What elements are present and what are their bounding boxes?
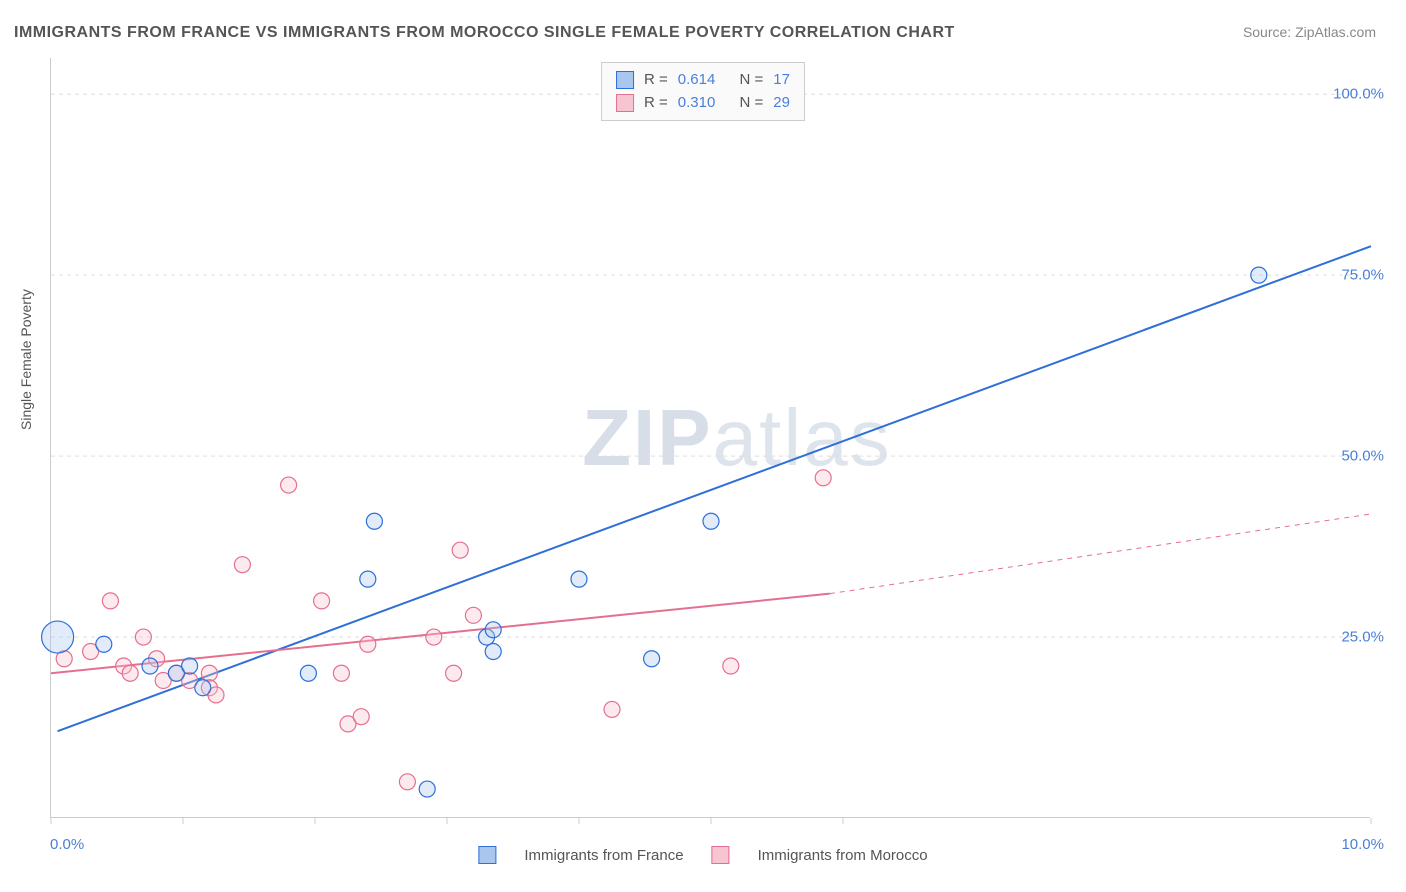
correlation-legend: R = 0.614 N = 17 R = 0.310 N = 29 (601, 62, 805, 121)
morocco-r-value: 0.310 (678, 92, 716, 115)
legend-label-france: Immigrants from France (524, 847, 683, 864)
r-label: R = (644, 92, 668, 115)
source-label: Source: (1243, 24, 1291, 40)
y-tick-label: 75.0% (1341, 267, 1384, 284)
x-tick-label: 0.0% (50, 836, 84, 853)
y-tick-label: 25.0% (1341, 629, 1384, 646)
morocco-n-value: 29 (773, 92, 790, 115)
legend-row-morocco: R = 0.310 N = 29 (616, 92, 790, 115)
swatch-morocco (616, 94, 634, 112)
n-label: N = (740, 92, 764, 115)
legend-row-france: R = 0.614 N = 17 (616, 69, 790, 92)
legend-label-morocco: Immigrants from Morocco (758, 847, 928, 864)
chart-container: IMMIGRANTS FROM FRANCE VS IMMIGRANTS FRO… (0, 0, 1406, 892)
swatch-france (616, 71, 634, 89)
france-n-value: 17 (773, 69, 790, 92)
plot-area: ZIPatlas (50, 58, 1370, 818)
swatch-france (478, 846, 496, 864)
y-tick-label: 100.0% (1333, 86, 1384, 103)
chart-title: IMMIGRANTS FROM FRANCE VS IMMIGRANTS FRO… (14, 24, 955, 42)
source-link[interactable]: ZipAtlas.com (1295, 24, 1376, 40)
x-tick-label: 10.0% (1341, 836, 1384, 853)
n-label: N = (740, 69, 764, 92)
chart-svg (51, 58, 1370, 817)
swatch-morocco (712, 846, 730, 864)
series-legend: Immigrants from France Immigrants from M… (478, 846, 927, 864)
y-axis-label: Single Female Poverty (18, 289, 34, 430)
y-tick-label: 50.0% (1341, 448, 1384, 465)
r-label: R = (644, 69, 668, 92)
source-attribution: Source: ZipAtlas.com (1243, 24, 1376, 40)
france-r-value: 0.614 (678, 69, 716, 92)
